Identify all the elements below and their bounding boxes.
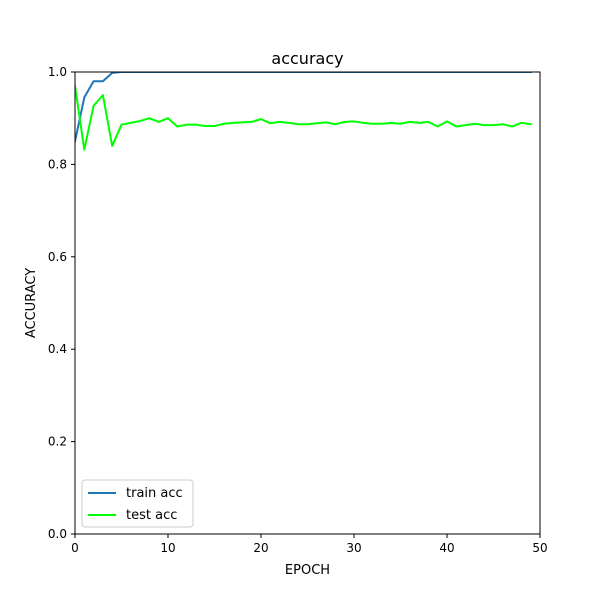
x-tick-label: 50 — [532, 541, 547, 555]
x-tick-label: 30 — [346, 541, 361, 555]
legend: train acc test acc — [81, 479, 194, 528]
chart-title: accuracy — [271, 49, 343, 68]
x-tick-label: 0 — [71, 541, 79, 555]
y-tick-label: 0.6 — [48, 250, 67, 264]
y-tick-label: 0.0 — [48, 527, 67, 541]
x-tick-label: 20 — [253, 541, 268, 555]
x-tick-label: 40 — [439, 541, 454, 555]
x-axis-label: EPOCH — [285, 563, 330, 578]
legend-label: train acc — [126, 486, 183, 501]
series-line-test-acc — [75, 84, 532, 151]
y-tick-label: 0.4 — [48, 342, 67, 356]
x-tick-label: 10 — [160, 541, 175, 555]
axes: 0 10 20 30 40 50 0.0 0.2 0.4 0.6 0.8 1.0 — [48, 65, 548, 555]
y-tick-label: 1.0 — [48, 65, 67, 79]
y-tick-label: 0.8 — [48, 157, 67, 171]
y-axis-label: ACCURACY — [24, 268, 39, 338]
legend-label: test acc — [126, 508, 177, 523]
plot-area — [75, 72, 532, 151]
y-tick-label: 0.2 — [48, 435, 67, 449]
axes-frame — [74, 71, 541, 535]
